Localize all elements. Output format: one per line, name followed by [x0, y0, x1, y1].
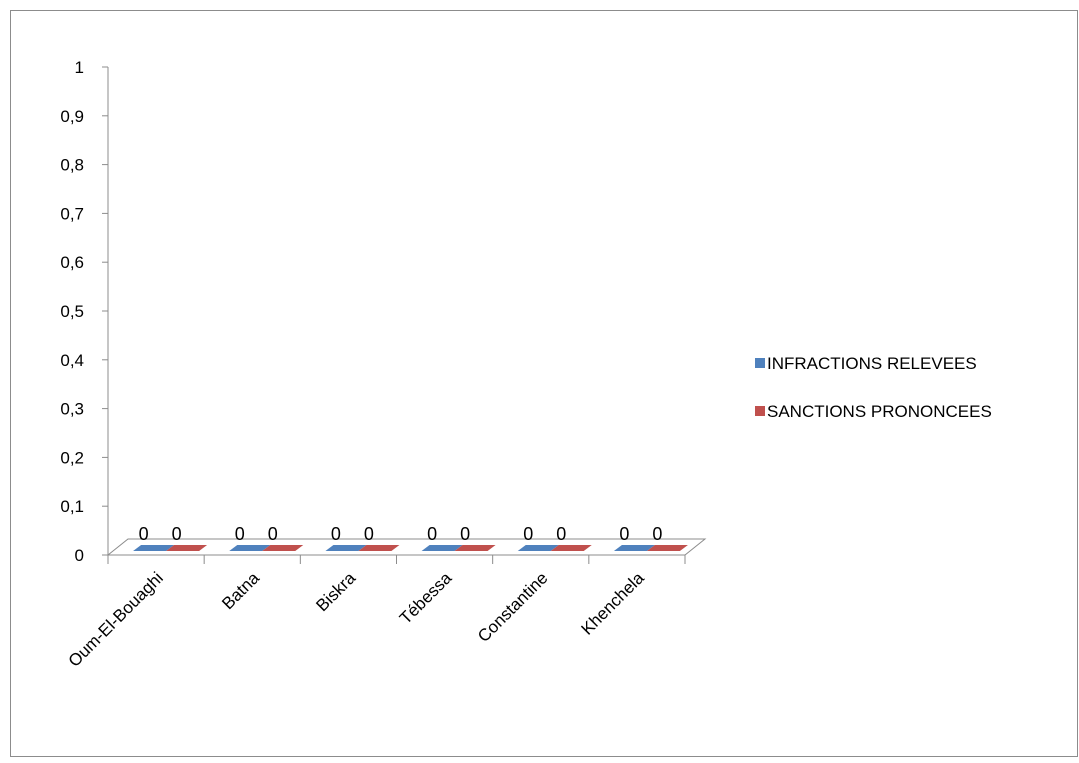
bar-0 [421, 545, 463, 551]
bar-0 [613, 545, 655, 551]
bar-1 [646, 545, 688, 551]
x-tick-label: Khenchela [577, 568, 648, 639]
y-tick-label: 0,6 [60, 253, 84, 272]
legend-swatch [755, 358, 765, 368]
data-label: 0 [268, 524, 278, 544]
chart-area-border [10, 10, 1078, 757]
x-tick-label: Constantine [474, 568, 552, 646]
y-tick-label: 0,9 [60, 107, 84, 126]
bar-0 [229, 545, 271, 551]
y-tick-label: 0,3 [60, 400, 84, 419]
bar-0 [517, 545, 559, 551]
data-label: 0 [619, 524, 629, 544]
x-tick-label: Batna [218, 568, 263, 613]
bar-1 [262, 545, 304, 551]
bar-1 [550, 545, 592, 551]
x-tick-label: Tébessa [396, 568, 456, 628]
y-tick-label: 0 [75, 546, 84, 565]
bar-1 [358, 545, 400, 551]
data-label: 0 [652, 524, 662, 544]
bar-0 [133, 545, 175, 551]
y-tick-label: 0,8 [60, 156, 84, 175]
data-label: 0 [556, 524, 566, 544]
data-label: 0 [427, 524, 437, 544]
bar-0 [325, 545, 367, 551]
data-label: 0 [235, 524, 245, 544]
y-tick-label: 0,2 [60, 448, 84, 467]
bar-layer [133, 545, 688, 551]
axis-layer: 0 0,1 0,2 0,3 0,4 0,5 0,6 0,7 0,8 0,9 1 [60, 58, 686, 565]
x-tick-label: Biskra [312, 568, 359, 615]
y-tick-label: 1 [75, 58, 84, 77]
data-label: 0 [460, 524, 470, 544]
legend-label: INFRACTIONS RELEVEES [767, 354, 977, 373]
y-tick-label: 0,4 [60, 351, 84, 370]
data-label: 0 [139, 524, 149, 544]
x-tick-label: Oum-El-Bouaghi [65, 568, 167, 670]
y-tick-label: 0,5 [60, 302, 84, 321]
bar-1 [454, 545, 496, 551]
legend-item-0: INFRACTIONS RELEVEES [755, 354, 977, 373]
legend-swatch [755, 406, 765, 416]
y-tick-label: 0,1 [60, 497, 84, 516]
bar-1 [166, 545, 208, 551]
data-label: 0 [172, 524, 182, 544]
legend-item-1: SANCTIONS PRONONCEES [755, 402, 992, 421]
data-label: 0 [523, 524, 533, 544]
legend-label: SANCTIONS PRONONCEES [767, 402, 992, 421]
data-label: 0 [331, 524, 341, 544]
data-label: 0 [364, 524, 374, 544]
y-tick-label: 0,7 [60, 204, 84, 223]
legend: INFRACTIONS RELEVEES SANCTIONS PRONONCEES [755, 354, 992, 421]
